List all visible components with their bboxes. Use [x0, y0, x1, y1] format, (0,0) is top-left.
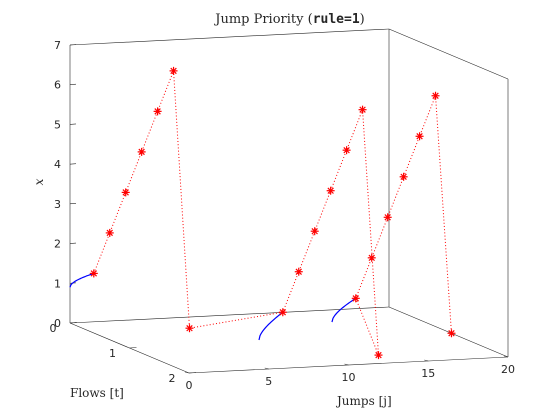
jump-marker: [153, 107, 162, 116]
x-tick: [424, 359, 429, 362]
x-tick: [264, 367, 269, 370]
flow-segment: [258, 311, 284, 341]
flow-end-dot: [354, 296, 358, 300]
jump-marker: [383, 213, 392, 222]
box-edge: [388, 28, 509, 80]
chart-title: Jump Priority (rule=1): [213, 12, 365, 27]
data-marks: [69, 66, 456, 360]
z-tick-label: 5: [54, 118, 61, 131]
jump-marker: [358, 105, 367, 114]
y-tick-label: 0: [50, 322, 57, 335]
z-tick-label: 6: [54, 79, 61, 92]
jump-marker: [431, 91, 440, 100]
jump-marker: [137, 147, 146, 156]
box-edge: [388, 306, 509, 358]
z-tick: [69, 44, 77, 46]
z-tick-label: 2: [54, 238, 61, 251]
z-tick: [69, 123, 77, 125]
y-tick: [188, 372, 197, 374]
z-tick: [69, 203, 77, 205]
y-tick-label: 1: [109, 347, 116, 360]
z-tick: [69, 163, 77, 165]
z-tick-label: 7: [54, 39, 61, 52]
jump-marker: [121, 188, 130, 197]
flow-segment: [331, 297, 357, 323]
z-tick: [69, 322, 77, 324]
flow-end-dot: [281, 310, 285, 314]
z-tick-label: 3: [54, 198, 61, 211]
z-tick-label: 0: [54, 317, 61, 330]
jump-marker: [310, 227, 319, 236]
jump-marker: [105, 228, 114, 237]
jump-marker: [374, 351, 383, 360]
jump-path: [93, 70, 452, 356]
jump-marker: [169, 66, 178, 75]
jump-marker: [367, 253, 376, 262]
box-edge: [69, 306, 390, 324]
z-axis-label: x: [32, 178, 46, 185]
x-tick-label: 20: [501, 363, 515, 376]
x-tick: [503, 355, 509, 358]
jump-marker: [185, 324, 194, 333]
x-tick-label: 10: [342, 371, 356, 384]
flow-end-dot: [92, 271, 96, 276]
x-tick-label: 0: [186, 379, 193, 392]
z-tick: [69, 242, 77, 244]
x-tick-label: 15: [421, 367, 435, 380]
axes-box: [69, 28, 509, 374]
y-tick-label: 2: [169, 372, 176, 385]
flow-segment: [69, 272, 94, 288]
y-tick: [129, 347, 137, 349]
jump-marker: [415, 132, 424, 141]
z-tick-label: 4: [54, 158, 61, 171]
jump-marker: [342, 146, 351, 155]
box-edge: [69, 28, 390, 46]
jump-marker: [294, 267, 303, 276]
z-tick-label: 1: [54, 277, 61, 290]
y-axis-label: Flows [t]: [70, 386, 124, 400]
x-axis-label: Jumps [j]: [335, 394, 392, 408]
jump-marker: [447, 329, 456, 338]
x-tick: [344, 363, 349, 366]
z-tick: [69, 83, 77, 86]
jump-marker: [326, 186, 335, 195]
x-tick: [184, 371, 190, 374]
x-tick-label: 5: [265, 375, 272, 388]
jump-marker: [399, 172, 408, 181]
